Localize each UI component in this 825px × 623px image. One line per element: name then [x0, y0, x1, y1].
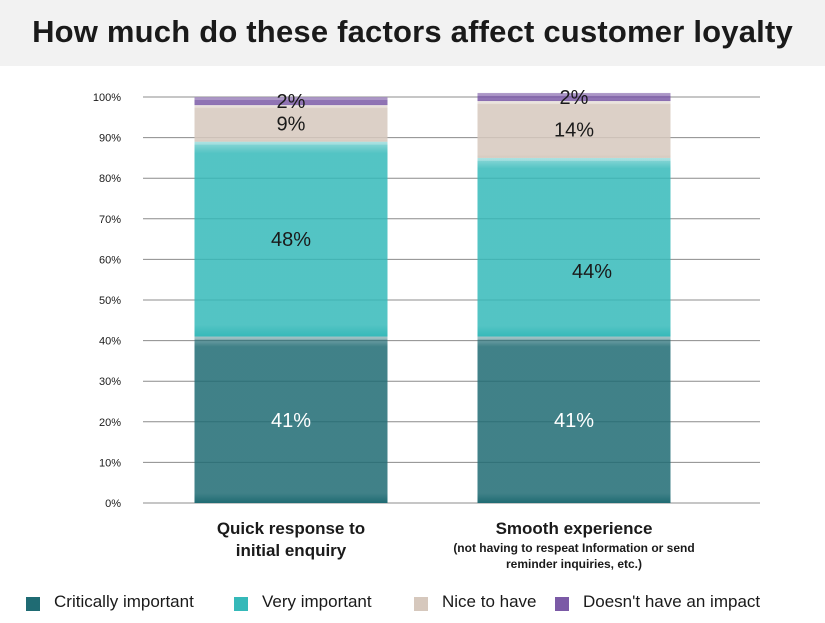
bar-segment-highlight: [477, 92, 671, 96]
title-band: [0, 0, 825, 66]
y-tick-label: 80%: [99, 173, 121, 185]
x-category-label: Quick response to initial enquiry: [141, 518, 441, 562]
legend-swatch: [555, 597, 569, 611]
legend-swatch: [414, 597, 428, 611]
bar-segment-critically-important-1: [194, 336, 388, 503]
bar-segment-highlight: [477, 336, 671, 340]
x-category-label: Smooth experience (not having to respeat …: [424, 518, 724, 572]
legend-swatch: [234, 597, 248, 611]
bar-segment-nice-to-have-2: [477, 101, 671, 158]
x-category-sublabel-line: (not having to respeat Information or se…: [453, 541, 695, 555]
y-tick-label: 30%: [99, 376, 121, 388]
data-label: 2%: [560, 87, 589, 109]
x-category-sublabel-line: reminder inquiries, etc.): [505, 557, 643, 571]
bar-segment-highlight: [194, 336, 388, 340]
bar-segment-doesn-t-have-an-impact-1: [194, 97, 388, 106]
data-label: 2%: [277, 91, 306, 113]
y-tick-label: 60%: [99, 254, 121, 266]
y-tick-label: 40%: [99, 336, 121, 348]
legend-label: Nice to have: [442, 592, 537, 611]
y-tick-label: 10%: [99, 457, 121, 469]
bar-segment-doesn-t-have-an-impact-2: [477, 92, 671, 102]
bar-segment-highlight: [194, 141, 388, 145]
y-tick-label: 100%: [93, 92, 121, 104]
bar-segment-very-important-1: [194, 141, 388, 337]
y-tick-label: 70%: [99, 214, 121, 226]
bar-segment-highlight: [477, 157, 671, 161]
data-label: 41%: [554, 410, 594, 432]
data-label: 41%: [271, 410, 311, 432]
legend-label: Doesn't have an impact: [583, 592, 761, 611]
x-category-label-line: Smooth experience: [495, 519, 653, 538]
bar-segment-highlight: [477, 101, 671, 105]
legend-swatch: [26, 597, 40, 611]
data-label: 44%: [572, 261, 612, 283]
chart-title: How much do these factors affect custome…: [32, 14, 793, 49]
y-tick-label: 50%: [99, 295, 121, 307]
x-category-label-line: initial enquiry: [235, 541, 347, 560]
legend-label: Critically important: [54, 592, 194, 611]
y-tick-label: 20%: [99, 417, 121, 429]
y-tick-label: 0%: [105, 498, 121, 510]
bar-segment-nice-to-have-1: [194, 105, 388, 142]
bar-segment-highlight: [194, 97, 388, 100]
bar-segment-highlight: [194, 105, 388, 109]
bar-segment-critically-important-2: [477, 336, 671, 503]
data-label: 9%: [277, 113, 306, 135]
data-label: 14%: [554, 119, 594, 141]
bar-segment-very-important-2: [477, 157, 671, 337]
y-tick-label: 90%: [99, 133, 121, 145]
legend-label: Very important: [262, 592, 372, 611]
data-label: 48%: [271, 229, 311, 251]
x-category-label-line: Quick response to: [216, 519, 366, 538]
